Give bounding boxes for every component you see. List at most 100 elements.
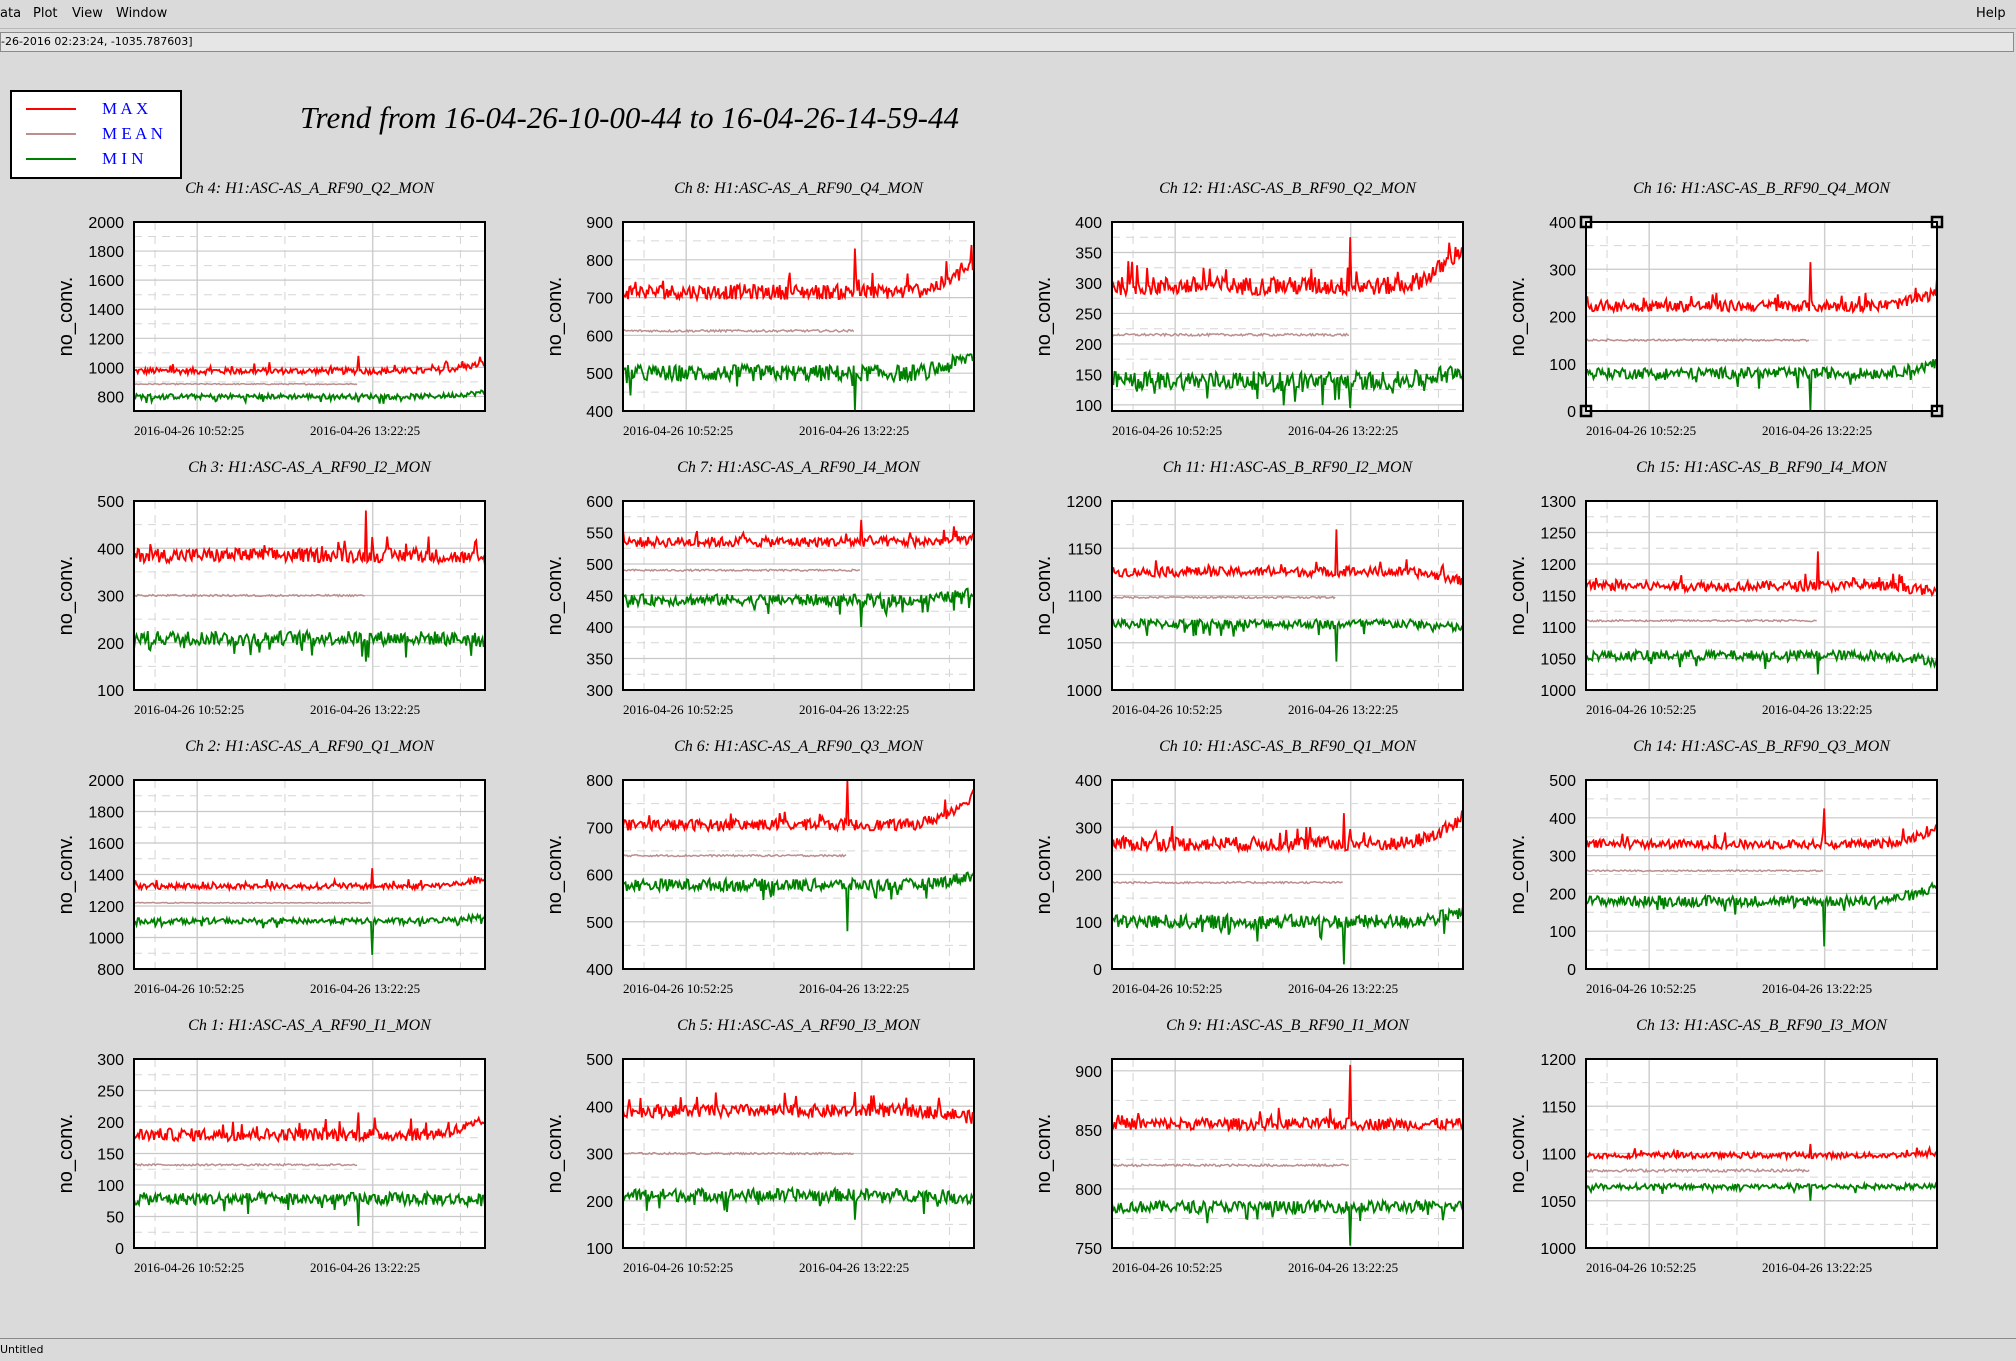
menu-view[interactable]: View [72,6,103,21]
plot-frame [1585,221,1938,412]
y-tick-label: 2000 [88,215,124,232]
trend-chart[interactable]: Ch 10: H1:ASC-AS_B_RF90_Q1_MON 0 100 200 300… [1033,738,1464,996]
coordinate-readout-bar: -26-2016 02:23:24, -1035.787603] [0,32,2014,52]
y-tick-label: 400 [1549,215,1576,232]
chart-title: Ch 12: H1:ASC-AS_B_RF90_Q2_MON [1159,180,1417,197]
selection-handle[interactable] [1579,215,1593,229]
x-tick-label: 2016-04-26 13:22:25 [310,423,420,438]
y-tick-label: 500 [586,915,613,932]
chart-title: Ch 8: H1:ASC-AS_A_RF90_Q4_MON [674,180,924,197]
y-tick-label: 300 [1075,276,1102,293]
series-line-mean [1585,868,1824,873]
y-tick-label: 1000 [1540,683,1576,700]
y-tick-label: 200 [97,1115,124,1132]
selection-handle[interactable] [1579,404,1593,418]
y-tick-label: 900 [1075,1064,1102,1081]
menu-data[interactable]: ata [0,6,22,21]
y-axis-label: no_conv. [55,835,77,915]
y-tick-label: 800 [97,389,124,406]
trend-chart[interactable]: Ch 1: H1:ASC-AS_A_RF90_I1_MON 0 50 100 150 20… [55,1017,486,1275]
y-tick-label: 0 [115,1241,124,1258]
y-tick-label: 300 [1549,849,1576,866]
legend-box: M A X M E A N M I N [10,90,182,179]
y-tick-label: 100 [1549,924,1576,941]
y-tick-label: 250 [97,1084,124,1101]
menu-plot[interactable]: Plot [33,6,58,21]
y-tick-label: 250 [1075,306,1102,323]
y-tick-label: 1050 [1540,652,1576,669]
y-tick-label: 600 [586,328,613,345]
y-tick-label: 1200 [1540,1052,1576,1069]
trend-chart[interactable]: Ch 8: H1:ASC-AS_A_RF90_Q4_MON 400 500 600 70… [544,180,975,438]
x-tick-label: 2016-04-26 10:52:25 [1112,423,1222,438]
y-tick-label: 800 [586,253,613,270]
y-tick-label: 200 [97,636,124,653]
trend-chart[interactable]: Ch 4: H1:ASC-AS_A_RF90_Q2_MON 800 1000 1200… [55,180,486,438]
status-text: Untitled [0,1343,44,1356]
y-tick-label: 450 [586,589,613,606]
trend-chart[interactable]: Ch 13: H1:ASC-AS_B_RF90_I3_MON 1000 1050 11… [1507,1017,1938,1275]
y-tick-label: 600 [586,868,613,885]
trend-chart[interactable]: Ch 5: H1:ASC-AS_A_RF90_I3_MON 100 200 300 40… [544,1017,975,1275]
plot-frame [1111,500,1464,691]
y-axis-label: no_conv. [1033,1114,1055,1194]
x-tick-label: 2016-04-26 10:52:25 [623,1260,733,1275]
trend-chart[interactable]: Ch 12: H1:ASC-AS_B_RF90_Q2_MON 100 150 200 2… [1033,180,1464,438]
trend-chart[interactable]: Ch 7: H1:ASC-AS_A_RF90_I4_MON 300 350 400 45… [544,459,975,717]
series-line-max [134,510,486,566]
x-tick-label: 2016-04-26 13:22:25 [1762,423,1872,438]
menu-help[interactable]: Help [1976,6,2006,21]
y-tick-label: 200 [586,1194,613,1211]
plot-frame [622,500,975,691]
series-line-min [1586,880,1938,947]
series-line-min [1111,905,1464,965]
x-tick-label: 2016-04-26 10:52:25 [134,423,244,438]
plot-canvas[interactable]: M A X M E A N M I N Trend from 16-04-26-10… [0,60,2016,1335]
trend-chart[interactable]: Ch 14: H1:ASC-AS_B_RF90_Q3_MON 0 100 200 300… [1507,738,1938,996]
plot-frame [622,221,975,412]
y-tick-label: 1300 [1540,494,1576,511]
y-tick-label: 700 [586,291,613,308]
y-axis-label: no_conv. [544,277,566,357]
x-tick-label: 2016-04-26 13:22:25 [799,702,909,717]
y-tick-label: 1600 [88,836,124,853]
y-axis-label: no_conv. [544,835,566,915]
y-tick-label: 1000 [88,360,124,377]
trend-chart[interactable]: Ch 6: H1:ASC-AS_A_RF90_Q3_MON 400 500 600 70… [544,738,975,996]
y-tick-label: 900 [586,215,613,232]
trend-chart[interactable]: Ch 15: H1:ASC-AS_B_RF90_I4_MON 1000 1050 11… [1507,459,1938,717]
y-axis-label: no_conv. [55,277,77,357]
y-tick-label: 1100 [1068,589,1103,606]
y-tick-label: 400 [586,620,613,637]
series-line-max [1585,262,1938,315]
chart-title: Ch 14: H1:ASC-AS_B_RF90_Q3_MON [1633,738,1891,755]
x-tick-label: 2016-04-26 13:22:25 [799,1260,909,1275]
x-tick-label: 2016-04-26 13:22:25 [1762,981,1872,996]
selection-handle[interactable] [1930,215,1944,229]
trend-chart[interactable]: Ch 2: H1:ASC-AS_A_RF90_Q1_MON 800 1000 1200… [55,738,486,996]
trend-chart[interactable]: Ch 11: H1:ASC-AS_B_RF90_I2_MON 1000 1050 11… [1033,459,1464,717]
selection-handle[interactable] [1930,404,1944,418]
series-line-min [1585,358,1938,412]
series-line-mean [622,1151,854,1156]
series-line-max [622,244,975,303]
y-tick-label: 300 [97,589,124,606]
status-bar: Untitled [0,1338,2016,1361]
y-tick-label: 500 [1549,773,1576,790]
x-tick-label: 2016-04-26 10:52:25 [134,981,244,996]
x-tick-label: 2016-04-26 13:22:25 [799,981,909,996]
y-tick-label: 1200 [88,331,124,348]
legend-label: M A X [102,99,148,118]
plot-frame [133,221,486,412]
trend-chart[interactable]: Ch 9: H1:ASC-AS_B_RF90_I1_MON 750 800 850 90… [1033,1017,1464,1275]
y-tick-label: 1600 [88,273,124,290]
trend-chart[interactable]: Ch 16: H1:ASC-AS_B_RF90_Q4_MON 0 100 200 300… [1507,180,1944,438]
trend-chart[interactable]: Ch 3: H1:ASC-AS_A_RF90_I2_MON 100 200 300 40… [55,459,486,717]
chart-title: Ch 1: H1:ASC-AS_A_RF90_I1_MON [188,1017,432,1034]
coordinate-readout: -26-2016 02:23:24, -1035.787603] [1,35,193,48]
y-tick-label: 1000 [88,931,124,948]
menu-window[interactable]: Window [116,6,168,21]
y-tick-label: 100 [97,1178,124,1195]
chart-title: Ch 11: H1:ASC-AS_B_RF90_I2_MON [1163,459,1414,476]
y-tick-label: 700 [586,820,613,837]
